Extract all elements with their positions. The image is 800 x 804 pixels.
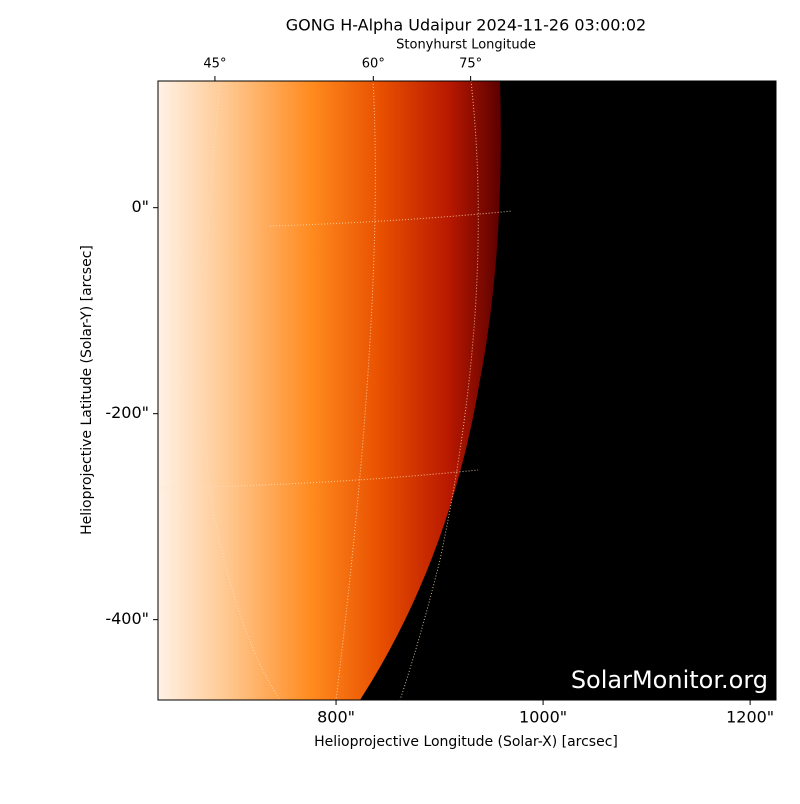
watermark: SolarMonitor.org bbox=[571, 666, 768, 694]
x2-tick-label: 75° bbox=[459, 57, 482, 72]
x-tick-label: 1000" bbox=[519, 708, 567, 727]
y-tick-label: -200" bbox=[105, 403, 149, 422]
x-tick-label: 1200" bbox=[726, 708, 774, 727]
x-tick-label: 800" bbox=[317, 708, 355, 727]
x-axis-label: Helioprojective Longitude (Solar-X) [arc… bbox=[314, 734, 618, 750]
plot-frame bbox=[157, 80, 777, 701]
y-tick-label: 0" bbox=[131, 197, 149, 216]
y-tick-label: -400" bbox=[105, 609, 149, 628]
chart-title: GONG H-Alpha Udaipur 2024-11-26 03:00:02 bbox=[286, 16, 646, 35]
x2-axis-label: Stonyhurst Longitude bbox=[396, 38, 536, 53]
x2-tick-label: 45° bbox=[203, 57, 226, 72]
solar-image bbox=[158, 81, 776, 700]
y-axis-label: Helioprojective Latitude (Solar-Y) [arcs… bbox=[79, 245, 95, 535]
x2-tick-label: 60° bbox=[362, 57, 385, 72]
